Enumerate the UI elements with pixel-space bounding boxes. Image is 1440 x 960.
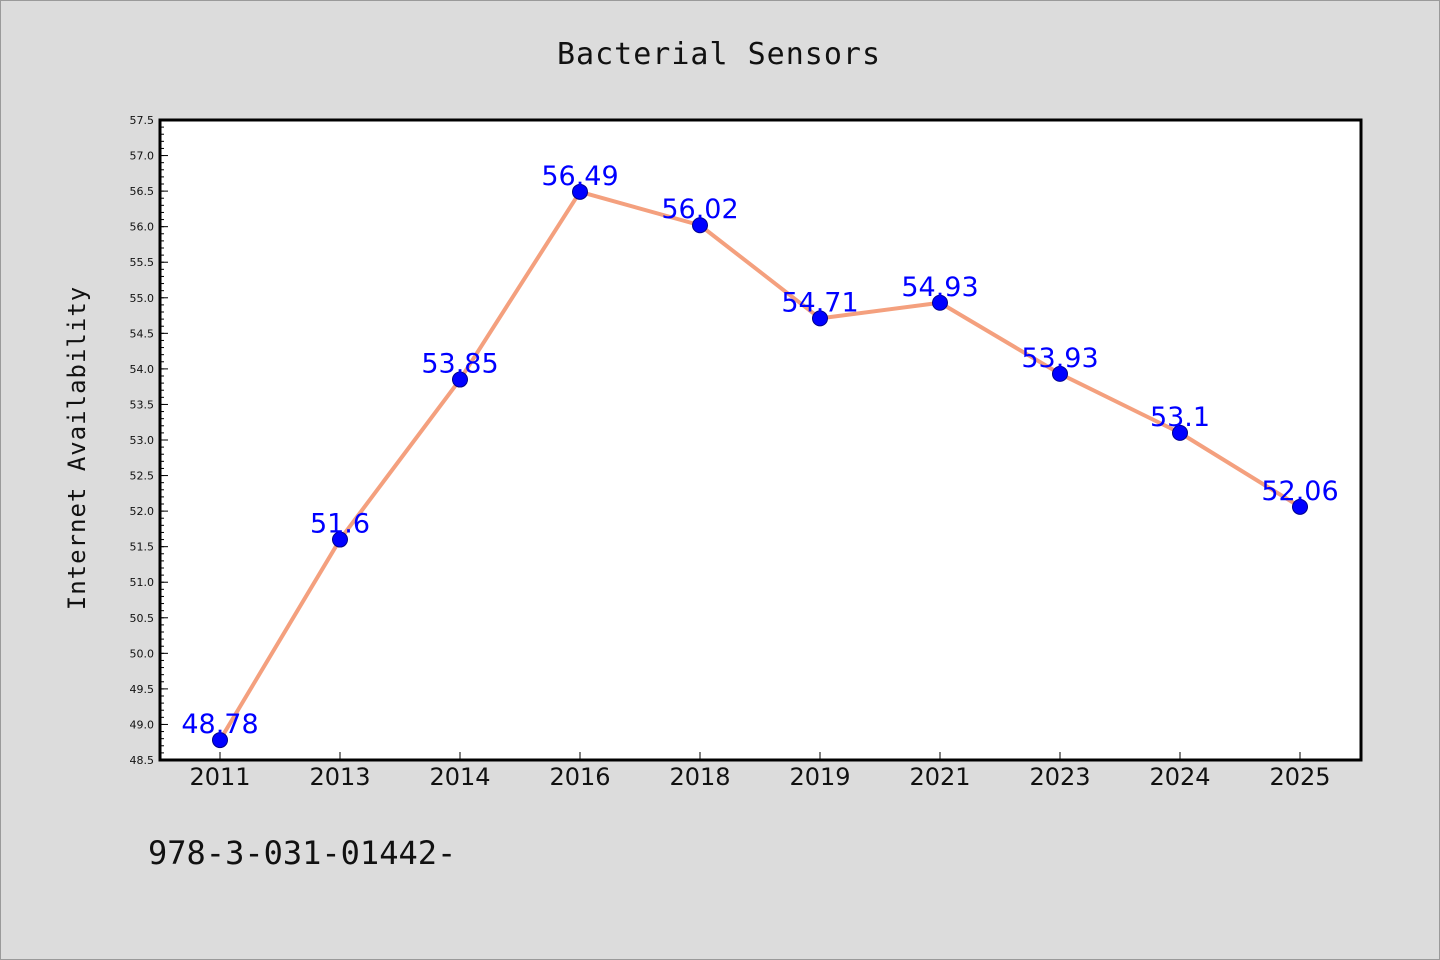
data-label: 53.93 xyxy=(1021,343,1098,374)
data-label: 54.71 xyxy=(781,287,858,318)
data-label: 51.6 xyxy=(310,509,370,540)
data-label: 52.06 xyxy=(1261,476,1338,507)
y-tick-label: 56.5 xyxy=(130,185,155,198)
y-axis: 48.5 49.0 49.5 50.0 50.5 51.0 51.5 52.0 52.5 53.0… xyxy=(130,114,168,767)
data-point xyxy=(212,732,228,749)
y-tick-label: 53.0 xyxy=(130,434,155,447)
series-layer: 48.78 51.6 53.85 56.49 56.02 54.71 54.93 53.93 5… xyxy=(181,161,1339,749)
y-tick-label: 49.5 xyxy=(130,683,155,696)
x-tick-label: 2021 xyxy=(909,763,970,791)
data-label: 48.78 xyxy=(181,709,258,740)
data-label: 53.85 xyxy=(421,349,498,380)
y-axis-label: Internet Availability xyxy=(63,286,91,610)
data-point xyxy=(332,531,348,548)
y-tick-label: 57.0 xyxy=(130,150,155,163)
y-tick-label: 52.5 xyxy=(130,470,155,483)
data-point xyxy=(692,217,708,234)
y-tick-label: 48.5 xyxy=(130,754,155,767)
x-axis: 2011 2013 2014 2016 2018 2019 2021 2023 2024 2025 xyxy=(189,752,1331,791)
x-tick-label: 2018 xyxy=(669,763,730,791)
y-tick-label: 49.0 xyxy=(130,718,155,731)
y-tick-label: 54.5 xyxy=(130,327,155,340)
x-tick-label: 2016 xyxy=(549,763,610,791)
x-tick-label: 2019 xyxy=(789,763,850,791)
footnote-isbn: 978-3-031-01442- xyxy=(148,834,456,872)
data-point xyxy=(452,371,468,388)
y-tick-label: 51.5 xyxy=(130,541,155,554)
x-tick-label: 2011 xyxy=(189,763,250,791)
plot-area xyxy=(160,120,1361,760)
x-tick-label: 2024 xyxy=(1149,763,1210,791)
y-tick-label: 55.0 xyxy=(130,292,155,305)
plot-border xyxy=(158,118,1363,762)
data-label: 56.02 xyxy=(661,194,738,225)
data-point xyxy=(812,310,828,327)
data-label: 53.1 xyxy=(1150,402,1210,433)
x-tick-label: 2014 xyxy=(429,763,490,791)
y-tick-label: 50.5 xyxy=(130,612,155,625)
data-point xyxy=(1292,498,1308,515)
x-tick-label: 2025 xyxy=(1269,763,1330,791)
data-label: 54.93 xyxy=(901,272,978,303)
x-tick-label: 2023 xyxy=(1029,763,1090,791)
y-tick-label: 55.5 xyxy=(130,256,155,269)
chart-title: Bacterial Sensors xyxy=(557,37,881,72)
y-tick-label: 56.0 xyxy=(130,221,155,234)
data-point xyxy=(1052,365,1068,382)
y-tick-label: 52.0 xyxy=(130,505,155,518)
y-tick-label: 50.0 xyxy=(130,647,155,660)
y-tick-label: 54.0 xyxy=(130,363,155,376)
series-line xyxy=(218,189,1302,742)
x-tick-label: 2013 xyxy=(309,763,370,791)
y-tick-label: 51.0 xyxy=(130,576,155,589)
data-point xyxy=(1172,424,1188,441)
y-tick-label: 57.5 xyxy=(130,114,155,127)
data-point xyxy=(572,183,588,200)
data-label: 56.49 xyxy=(541,161,618,192)
y-tick-label: 53.5 xyxy=(130,398,155,411)
data-point xyxy=(932,294,948,311)
